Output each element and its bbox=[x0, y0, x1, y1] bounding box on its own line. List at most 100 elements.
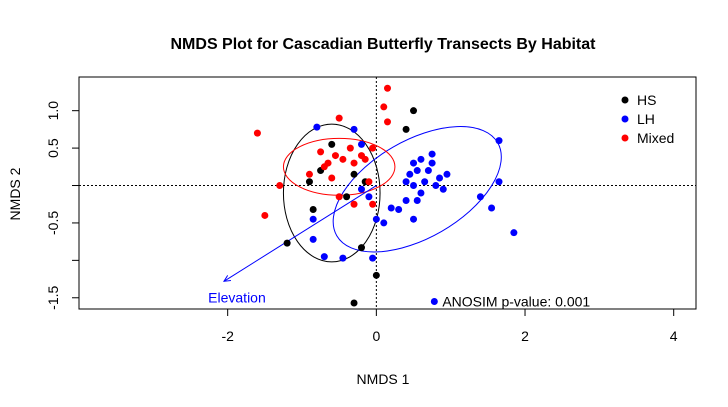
point-lh bbox=[357, 185, 365, 193]
point-lh bbox=[417, 155, 425, 163]
legend-label-lh: LH bbox=[637, 111, 655, 127]
point-mixed bbox=[339, 155, 347, 163]
point-hs bbox=[357, 244, 365, 252]
point-mixed bbox=[276, 182, 284, 190]
point-lh bbox=[424, 167, 432, 175]
chart-title: NMDS Plot for Cascadian Butterfly Transe… bbox=[171, 36, 597, 53]
legend-marker-lh bbox=[621, 115, 629, 123]
point-lh bbox=[488, 204, 496, 212]
point-mixed bbox=[369, 144, 377, 152]
point-lh bbox=[436, 174, 444, 182]
point-hs bbox=[305, 178, 313, 186]
point-lh bbox=[417, 189, 425, 197]
x-axis-label: NMDS 1 bbox=[357, 371, 410, 387]
point-mixed bbox=[261, 211, 269, 219]
y-tick-label: -1.5 bbox=[45, 285, 61, 309]
point-lh bbox=[428, 159, 436, 167]
point-lh bbox=[313, 123, 321, 131]
point-lh bbox=[495, 178, 503, 186]
legend-label-hs: HS bbox=[637, 92, 656, 108]
point-lh bbox=[320, 253, 328, 261]
point-lh bbox=[402, 196, 410, 204]
point-mixed bbox=[369, 200, 377, 208]
point-lh bbox=[369, 254, 377, 262]
point-lh bbox=[410, 182, 418, 190]
group-ellipses bbox=[282, 123, 502, 263]
reference-lines bbox=[79, 77, 696, 309]
point-lh bbox=[309, 215, 317, 223]
point-mixed bbox=[350, 200, 358, 208]
point-lh bbox=[413, 196, 421, 204]
ellipse-mixed bbox=[282, 137, 396, 196]
point-lh bbox=[372, 215, 380, 223]
point-lh bbox=[339, 254, 347, 262]
y-tick-label: 0.5 bbox=[45, 138, 61, 158]
point-hs bbox=[372, 271, 380, 279]
y-axis: -1.5 -0.5 0.5 1.0 bbox=[45, 101, 80, 310]
point-mixed bbox=[335, 114, 343, 122]
point-mixed bbox=[361, 155, 369, 163]
elevation-arrow-head bbox=[222, 275, 231, 282]
legend-marker-hs bbox=[621, 96, 629, 104]
point-mixed bbox=[335, 193, 343, 201]
point-lh bbox=[439, 185, 447, 193]
legend: HS LH Mixed bbox=[621, 92, 674, 146]
point-hs bbox=[410, 107, 418, 115]
x-axis: -2 0 2 4 bbox=[221, 308, 678, 344]
point-mixed bbox=[384, 84, 391, 92]
x-tick-label: 4 bbox=[670, 328, 678, 344]
point-hs bbox=[283, 239, 291, 247]
point-hs bbox=[309, 205, 317, 213]
x-tick-label: 2 bbox=[521, 328, 529, 344]
point-lh bbox=[395, 205, 403, 213]
point-mixed bbox=[331, 152, 339, 160]
point-hs bbox=[343, 193, 351, 201]
point-hs bbox=[402, 125, 410, 133]
point-mixed bbox=[320, 163, 328, 171]
y-axis-label: NMDS 2 bbox=[7, 167, 23, 220]
point-lh bbox=[350, 125, 358, 133]
point-lh bbox=[510, 229, 518, 237]
point-mixed bbox=[305, 170, 313, 178]
point-hs bbox=[350, 299, 358, 307]
point-mixed bbox=[317, 148, 325, 156]
point-lh bbox=[402, 178, 410, 186]
point-lh bbox=[410, 215, 418, 223]
point-hs bbox=[350, 170, 358, 178]
y-tick-label: 1.0 bbox=[45, 101, 61, 121]
point-mixed bbox=[380, 103, 388, 111]
point-mixed bbox=[350, 159, 358, 167]
point-lh bbox=[380, 219, 388, 227]
point-mixed bbox=[253, 129, 261, 137]
x-tick-label: -2 bbox=[221, 328, 234, 344]
x-tick-label: 0 bbox=[372, 328, 380, 344]
legend-marker-mixed bbox=[621, 134, 629, 142]
anosim-label: ANOSIM p-value: 0.001 bbox=[442, 294, 590, 310]
point-hs bbox=[328, 140, 336, 148]
elevation-arrow-shaft bbox=[223, 185, 377, 282]
point-mixed bbox=[365, 178, 373, 186]
point-lh bbox=[309, 235, 317, 243]
point-lh bbox=[387, 204, 395, 212]
point-lh bbox=[495, 137, 503, 145]
point-lh bbox=[443, 170, 451, 178]
anosim-annotation: ANOSIM p-value: 0.001 bbox=[430, 294, 590, 310]
point-lh bbox=[406, 170, 414, 178]
elevation-vector: Elevation bbox=[208, 185, 377, 305]
y-tick-label: -0.5 bbox=[45, 211, 61, 235]
point-lh bbox=[432, 182, 440, 190]
ellipse-lh bbox=[332, 126, 502, 253]
point-mixed bbox=[384, 118, 391, 126]
point-lh bbox=[357, 140, 365, 148]
anosim-marker bbox=[430, 298, 438, 306]
plot-frame bbox=[78, 76, 697, 310]
ellipse-hs bbox=[282, 123, 381, 263]
point-lh bbox=[421, 178, 429, 186]
point-lh bbox=[476, 193, 484, 201]
data-points bbox=[253, 84, 518, 307]
point-lh bbox=[410, 159, 418, 167]
elevation-label: Elevation bbox=[208, 289, 266, 305]
point-lh bbox=[428, 150, 436, 158]
legend-label-mixed: Mixed bbox=[637, 130, 674, 146]
